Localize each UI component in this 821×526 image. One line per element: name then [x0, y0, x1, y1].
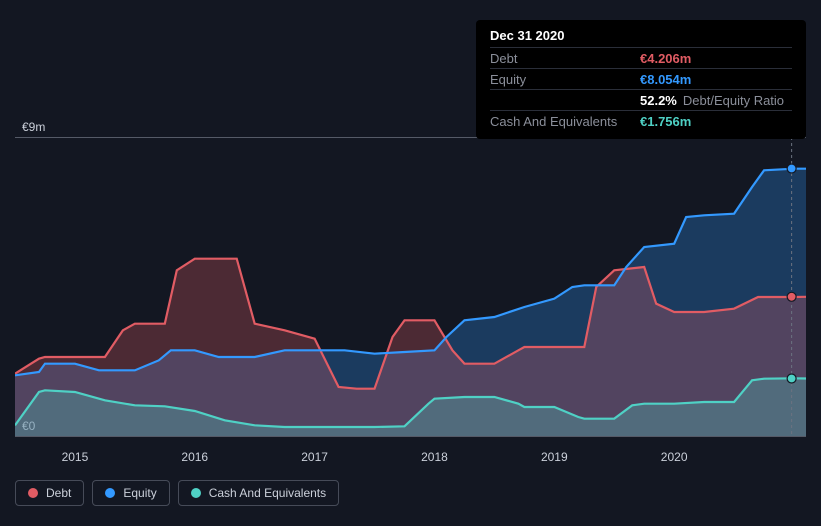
- x-axis-tick: 2019: [541, 450, 568, 464]
- tooltip-date: Dec 31 2020: [490, 28, 792, 43]
- x-axis-tick: 2015: [62, 450, 89, 464]
- chart-legend: Debt Equity Cash And Equivalents: [15, 480, 339, 506]
- tooltip-label: Equity: [490, 72, 640, 87]
- chart-svg: [15, 137, 806, 437]
- tooltip-row-cash: Cash And Equivalents €1.756m: [490, 110, 792, 131]
- tooltip-row-equity: Equity €8.054m: [490, 68, 792, 89]
- tooltip-value: €8.054m: [640, 72, 691, 87]
- x-axis-tick: 2017: [301, 450, 328, 464]
- tooltip-ratio-label: Debt/Equity Ratio: [683, 93, 784, 108]
- x-axis-tick: 2018: [421, 450, 448, 464]
- tooltip-label: Cash And Equivalents: [490, 114, 640, 129]
- tooltip-row-ratio: 52.2% Debt/Equity Ratio: [490, 89, 792, 110]
- chart-plot-area[interactable]: [15, 137, 806, 437]
- legend-item-cash[interactable]: Cash And Equivalents: [178, 480, 339, 506]
- legend-label: Equity: [123, 486, 156, 500]
- financial-chart: Dec 31 2020 Debt €4.206m Equity €8.054m …: [10, 10, 811, 516]
- legend-label: Debt: [46, 486, 71, 500]
- tooltip-label: Debt: [490, 51, 640, 66]
- tooltip-value: €1.756m: [640, 114, 691, 129]
- legend-swatch: [28, 488, 38, 498]
- x-axis-tick: 2020: [661, 450, 688, 464]
- tooltip-ratio-value: 52.2%: [640, 93, 677, 108]
- legend-swatch: [105, 488, 115, 498]
- tooltip-label: [490, 93, 640, 108]
- y-axis-label-top: €9m: [22, 120, 45, 134]
- gridline-bottom: [15, 436, 806, 437]
- legend-label: Cash And Equivalents: [209, 486, 326, 500]
- legend-item-debt[interactable]: Debt: [15, 480, 84, 506]
- tooltip-value: €4.206m: [640, 51, 691, 66]
- chart-tooltip: Dec 31 2020 Debt €4.206m Equity €8.054m …: [476, 20, 806, 139]
- tooltip-row-debt: Debt €4.206m: [490, 47, 792, 68]
- x-axis-tick: 2016: [181, 450, 208, 464]
- legend-item-equity[interactable]: Equity: [92, 480, 169, 506]
- legend-swatch: [191, 488, 201, 498]
